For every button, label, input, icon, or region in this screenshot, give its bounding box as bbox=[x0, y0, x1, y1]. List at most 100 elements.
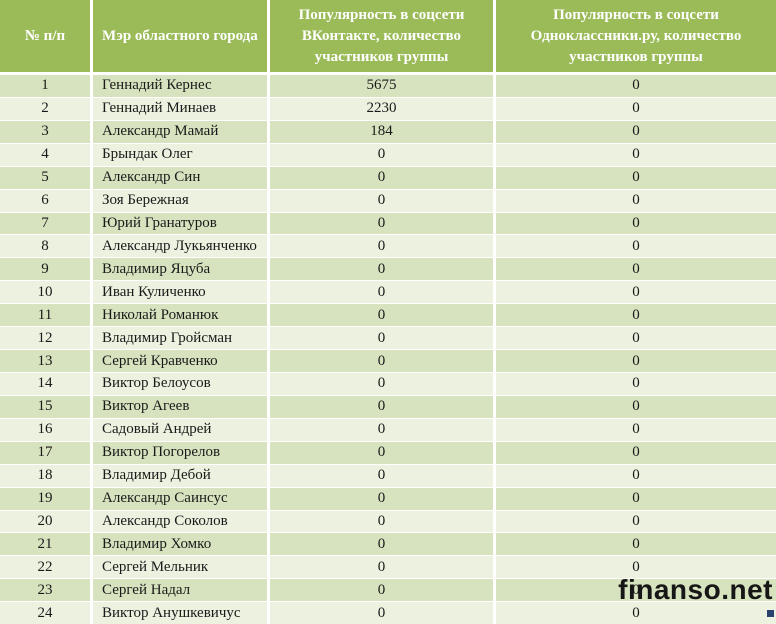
cell-ok-count: 0 bbox=[493, 281, 776, 304]
table-row: 9 Владимир Яцуба 0 0 bbox=[0, 258, 776, 282]
cell-row-number: 20 bbox=[0, 510, 90, 533]
table-row: 18 Владимир Дебой 0 0 bbox=[0, 464, 776, 488]
cell-ok-count: 0 bbox=[493, 235, 776, 258]
cell-ok-count: 0 bbox=[493, 372, 776, 395]
table-header: № п/п Мэр областного города Популярность… bbox=[0, 0, 776, 75]
table-row: 11 Николай Романюк 0 0 bbox=[0, 304, 776, 328]
cell-mayor-name: Брындак Олег bbox=[90, 143, 267, 166]
cell-row-number: 2 bbox=[0, 97, 90, 120]
cell-vk-count: 5675 bbox=[267, 75, 493, 97]
cell-ok-count: 0 bbox=[493, 556, 776, 579]
cell-mayor-name: Александр Син bbox=[90, 166, 267, 189]
cell-ok-count: 0 bbox=[493, 304, 776, 327]
table-body: 1 Геннадий Кернес 5675 0 2 Геннадий Мина… bbox=[0, 75, 776, 624]
cell-ok-count: 0 bbox=[493, 510, 776, 533]
cell-ok-count: 0 bbox=[493, 327, 776, 350]
watermark-text: finanso.net bbox=[618, 574, 773, 605]
cell-row-number: 13 bbox=[0, 350, 90, 372]
table-row: 5 Александр Син 0 0 bbox=[0, 166, 776, 190]
cell-mayor-name: Александр Лукьянченко bbox=[90, 235, 267, 258]
cell-vk-count: 0 bbox=[267, 235, 493, 258]
table-row: 21 Владимир Хомко 0 0 bbox=[0, 533, 776, 557]
cell-ok-count: 0 bbox=[493, 143, 776, 166]
cell-mayor-name: Садовый Андрей bbox=[90, 418, 267, 441]
cell-mayor-name: Сергей Надал bbox=[90, 579, 267, 602]
table-row: 17 Виктор Погорелов 0 0 bbox=[0, 441, 776, 465]
cell-vk-count: 0 bbox=[267, 212, 493, 235]
table-row: 7 Юрий Гранатуров 0 0 bbox=[0, 212, 776, 236]
cell-vk-count: 0 bbox=[267, 602, 493, 624]
cell-mayor-name: Геннадий Минаев bbox=[90, 97, 267, 120]
table-row: 14 Виктор Белоусов 0 0 bbox=[0, 372, 776, 396]
cell-ok-count: 0 bbox=[493, 258, 776, 281]
cell-vk-count: 184 bbox=[267, 120, 493, 143]
cell-vk-count: 0 bbox=[267, 304, 493, 327]
table-row: 6 Зоя Бережная 0 0 bbox=[0, 189, 776, 213]
table-row: 1 Геннадий Кернес 5675 0 bbox=[0, 75, 776, 98]
cell-mayor-name: Виктор Агеев bbox=[90, 395, 267, 418]
cell-row-number: 23 bbox=[0, 579, 90, 602]
table-row: 10 Иван Куличенко 0 0 bbox=[0, 281, 776, 305]
table-row: 13 Сергей Кравченко 0 0 bbox=[0, 350, 776, 373]
cell-row-number: 17 bbox=[0, 441, 90, 464]
cell-row-number: 1 bbox=[0, 75, 90, 97]
column-header-vkontakte: Популярность в соцсети ВКонтакте, количе… bbox=[267, 0, 493, 72]
cell-row-number: 3 bbox=[0, 120, 90, 143]
cell-ok-count: 0 bbox=[493, 189, 776, 212]
table-row: 2 Геннадий Минаев 2230 0 bbox=[0, 97, 776, 121]
cell-row-number: 22 bbox=[0, 556, 90, 579]
cell-vk-count: 0 bbox=[267, 166, 493, 189]
cell-row-number: 12 bbox=[0, 327, 90, 350]
cell-mayor-name: Владимир Дебой bbox=[90, 464, 267, 487]
table-row: 8 Александр Лукьянченко 0 0 bbox=[0, 235, 776, 259]
table-row: 20 Александр Соколов 0 0 bbox=[0, 510, 776, 534]
cell-vk-count: 0 bbox=[267, 441, 493, 464]
table-row: 16 Садовый Андрей 0 0 bbox=[0, 418, 776, 442]
cell-vk-count: 0 bbox=[267, 533, 493, 556]
cell-vk-count: 0 bbox=[267, 579, 493, 602]
cell-row-number: 9 bbox=[0, 258, 90, 281]
cell-mayor-name: Сергей Кравченко bbox=[90, 350, 267, 372]
table-row: 22 Сергей Мельник 0 0 bbox=[0, 556, 776, 580]
cell-vk-count: 2230 bbox=[267, 97, 493, 120]
table-row: 3 Александр Мамай 184 0 bbox=[0, 120, 776, 144]
cell-mayor-name: Геннадий Кернес bbox=[90, 75, 267, 97]
cell-vk-count: 0 bbox=[267, 350, 493, 372]
cell-ok-count: 0 bbox=[493, 533, 776, 556]
cell-row-number: 5 bbox=[0, 166, 90, 189]
cell-mayor-name: Сергей Мельник bbox=[90, 556, 267, 579]
cell-mayor-name: Юрий Гранатуров bbox=[90, 212, 267, 235]
table-row: 12 Владимир Гройсман 0 0 bbox=[0, 327, 776, 351]
cell-row-number: 21 bbox=[0, 533, 90, 556]
cell-mayor-name: Виктор Анушкевичус bbox=[90, 602, 267, 624]
cell-ok-count: 0 bbox=[493, 395, 776, 418]
cell-row-number: 4 bbox=[0, 143, 90, 166]
cell-mayor-name: Владимир Яцуба bbox=[90, 258, 267, 281]
table-row: 24 Виктор Анушкевичус 0 0 bbox=[0, 602, 776, 624]
cell-ok-count: 0 bbox=[493, 441, 776, 464]
cell-ok-count: 0 bbox=[493, 75, 776, 97]
cell-ok-count: 0 bbox=[493, 487, 776, 510]
cell-ok-count: 0 bbox=[493, 579, 776, 602]
cell-row-number: 16 bbox=[0, 418, 90, 441]
cell-mayor-name: Иван Куличенко bbox=[90, 281, 267, 304]
cell-row-number: 7 bbox=[0, 212, 90, 235]
table-row: 19 Александр Саинсус 0 0 bbox=[0, 487, 776, 511]
cell-mayor-name: Николай Романюк bbox=[90, 304, 267, 327]
column-header-odnoklassniki: Популярность в соцсети Одноклассники.ру,… bbox=[493, 0, 776, 72]
cell-row-number: 18 bbox=[0, 464, 90, 487]
column-header-mayor: Мэр областного города bbox=[90, 0, 267, 72]
cell-vk-count: 0 bbox=[267, 510, 493, 533]
cell-ok-count: 0 bbox=[493, 166, 776, 189]
table-row: 4 Брындак Олег 0 0 bbox=[0, 143, 776, 167]
cell-mayor-name: Александр Мамай bbox=[90, 120, 267, 143]
cell-vk-count: 0 bbox=[267, 258, 493, 281]
cell-ok-count: 0 bbox=[493, 120, 776, 143]
cell-mayor-name: Александр Соколов bbox=[90, 510, 267, 533]
cell-vk-count: 0 bbox=[267, 143, 493, 166]
column-header-number: № п/п bbox=[0, 0, 90, 72]
cell-ok-count: 0 bbox=[493, 602, 776, 624]
cell-vk-count: 0 bbox=[267, 395, 493, 418]
cell-mayor-name: Александр Саинсус bbox=[90, 487, 267, 510]
